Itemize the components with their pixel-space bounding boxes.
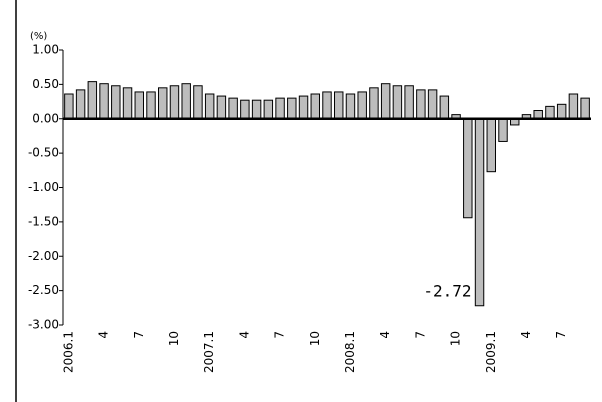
bar xyxy=(240,99,250,120)
bar xyxy=(216,95,227,120)
x-tick-label: 4 xyxy=(97,331,111,339)
y-tick-label: -1.00 xyxy=(28,180,59,194)
bar xyxy=(251,99,262,120)
x-tick-label: 7 xyxy=(273,331,287,339)
y-tick-label: -0.50 xyxy=(28,146,59,160)
x-tick-label: 4 xyxy=(378,331,392,339)
y-tick-label: 0.50 xyxy=(32,77,59,91)
bar xyxy=(263,99,274,120)
bar xyxy=(345,93,356,120)
bar xyxy=(298,95,309,120)
bar xyxy=(64,93,74,120)
x-tick-label: 10 xyxy=(167,331,181,346)
bar xyxy=(181,83,191,120)
bar xyxy=(404,85,414,120)
x-tick-label: 2007.1 xyxy=(202,331,216,373)
x-tick-label: 2006.1 xyxy=(61,331,75,373)
bar xyxy=(193,85,203,120)
bar xyxy=(556,103,567,120)
bar xyxy=(122,87,133,120)
bar xyxy=(369,87,379,120)
bar xyxy=(439,95,450,120)
value-label: -2.72 xyxy=(423,281,471,300)
y-tick-label: -3.00 xyxy=(28,318,59,332)
x-tick-label: 10 xyxy=(449,331,463,346)
bar xyxy=(427,89,438,120)
bar xyxy=(380,83,391,120)
y-tick-label: 1.00 xyxy=(32,43,59,57)
bar xyxy=(580,97,590,120)
x-tick-label: 2009.1 xyxy=(484,331,498,373)
y-axis-label: (%) xyxy=(30,31,47,42)
bar xyxy=(158,87,168,120)
bar xyxy=(392,85,403,120)
y-tick-label: 0.00 xyxy=(32,111,59,125)
bar xyxy=(111,85,121,120)
x-tick-label: 10 xyxy=(308,331,322,346)
y-tick-label: -2.50 xyxy=(28,283,59,297)
bar xyxy=(545,105,555,120)
bar xyxy=(498,118,508,142)
x-tick-label: 4 xyxy=(237,331,251,339)
x-tick-label: 7 xyxy=(413,331,427,339)
bar xyxy=(228,97,238,120)
bar xyxy=(568,93,579,120)
bar xyxy=(75,89,86,120)
bar xyxy=(334,91,344,120)
x-tick-label: 7 xyxy=(132,331,146,339)
bar xyxy=(275,97,285,120)
x-tick-label: 4 xyxy=(519,331,533,339)
bar xyxy=(310,93,320,120)
bar xyxy=(204,93,215,120)
bar xyxy=(169,85,180,120)
bar xyxy=(357,91,367,120)
x-tick-label: 7 xyxy=(554,331,568,339)
bar xyxy=(463,118,473,219)
bar xyxy=(287,97,297,120)
bar xyxy=(87,81,98,120)
bar xyxy=(322,91,332,120)
bar xyxy=(99,83,109,120)
bar xyxy=(146,91,156,120)
y-tick-label: -1.50 xyxy=(28,214,59,228)
y-tick-label: -2.00 xyxy=(28,249,59,263)
bar xyxy=(474,118,485,307)
bar xyxy=(486,118,496,173)
bar xyxy=(416,89,426,120)
x-tick-label: 2008.1 xyxy=(343,331,357,373)
bar xyxy=(134,91,144,120)
